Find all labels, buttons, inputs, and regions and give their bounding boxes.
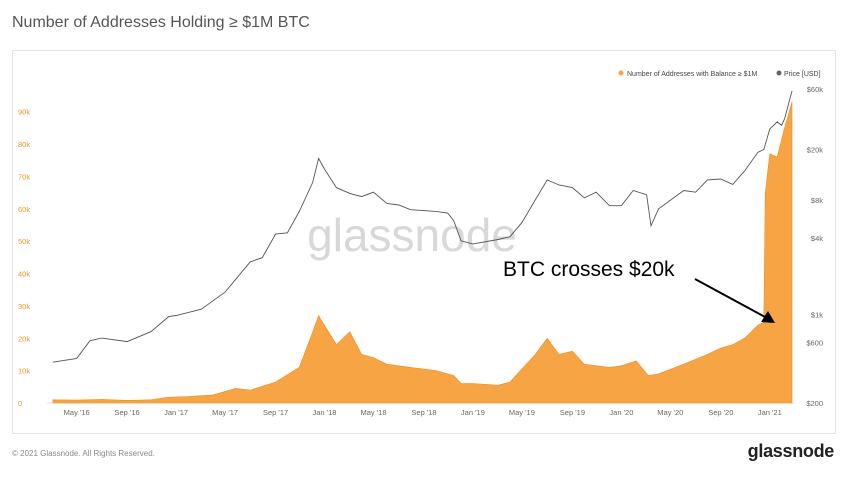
x-axis-tick: Sep '16: [114, 408, 139, 417]
left-axis-tick: 90k: [18, 108, 30, 117]
series-price-line: [52, 90, 793, 363]
x-axis-tick: Sep '17: [263, 408, 288, 417]
legend: Number of Addresses with Balance ≥ $1M P…: [618, 70, 821, 78]
chart: glassnode 0 10k 20k 30k 40k 50k 60k 70k 80k 90k $2…: [18, 70, 823, 417]
x-axis-tick: Sep '19: [560, 408, 585, 417]
right-axis-tick: $4k: [811, 234, 823, 243]
left-axis-tick: 0: [18, 399, 22, 408]
annotation: BTC crosses $20k: [503, 258, 775, 323]
x-axis-tick: May '20: [657, 408, 683, 417]
right-axis-tick: $1k: [811, 310, 823, 319]
x-axis-tick: Jan '17: [164, 408, 188, 417]
left-axis-tick: 40k: [18, 270, 30, 279]
right-axis-tick: $200: [806, 399, 823, 408]
legend-swatch-price: [776, 70, 782, 76]
right-axis-tick: $8k: [811, 196, 823, 205]
price-line-layer: [52, 90, 793, 363]
chart-frame: glassnode 0 10k 20k 30k 40k 50k 60k 70k 80k 90k $2…: [12, 50, 836, 434]
footer-copyright: © 2021 Glassnode. All Rights Reserved.: [12, 449, 155, 458]
legend-swatch-addresses: [618, 70, 624, 76]
x-axis-tick: May '17: [212, 408, 238, 417]
page-title: Number of Addresses Holding ≥ $1M BTC: [12, 14, 310, 31]
x-axis-tick: Jan '20: [609, 408, 633, 417]
area-series-layer: [52, 101, 793, 404]
annotation-arrowhead: [761, 311, 775, 323]
watermark: glassnode: [307, 209, 517, 261]
series-addresses-area: [52, 101, 793, 404]
x-axis-tick: Sep '18: [411, 408, 436, 417]
annotation-text: BTC crosses $20k: [503, 258, 675, 281]
right-axis-tick: $20k: [807, 146, 824, 155]
x-axis-tick: Jan '18: [313, 408, 337, 417]
x-axis-tick: Jan '19: [461, 408, 485, 417]
left-axis-tick: 80k: [18, 140, 30, 149]
left-axis-tick: 30k: [18, 302, 30, 311]
left-axis-tick: 20k: [18, 334, 30, 343]
left-axis-tick: 70k: [18, 172, 30, 181]
x-axis-tick: May '19: [509, 408, 535, 417]
x-axis-tick: May '18: [360, 408, 386, 417]
legend-item-price: Price [USD]: [784, 71, 821, 78]
x-axis-tick: Jan '21: [758, 408, 782, 417]
footer-brand-logo: glassnode: [747, 441, 835, 461]
left-axis-tick: 60k: [18, 205, 30, 214]
legend-item-addresses: Number of Addresses with Balance ≥ $1M: [627, 71, 757, 78]
x-axis-tick: May '16: [64, 408, 90, 417]
left-axis-tick: 10k: [18, 367, 30, 376]
left-axis-tick: 50k: [18, 237, 30, 246]
annotation-arrow: [694, 278, 766, 318]
right-axis-tick: $60k: [807, 85, 824, 94]
axis-layer: 0 10k 20k 30k 40k 50k 60k 70k 80k 90k $200 $600 $1k $…: [18, 85, 823, 417]
x-axis-tick: Sep '20: [708, 408, 733, 417]
right-axis-tick: $600: [806, 339, 823, 348]
